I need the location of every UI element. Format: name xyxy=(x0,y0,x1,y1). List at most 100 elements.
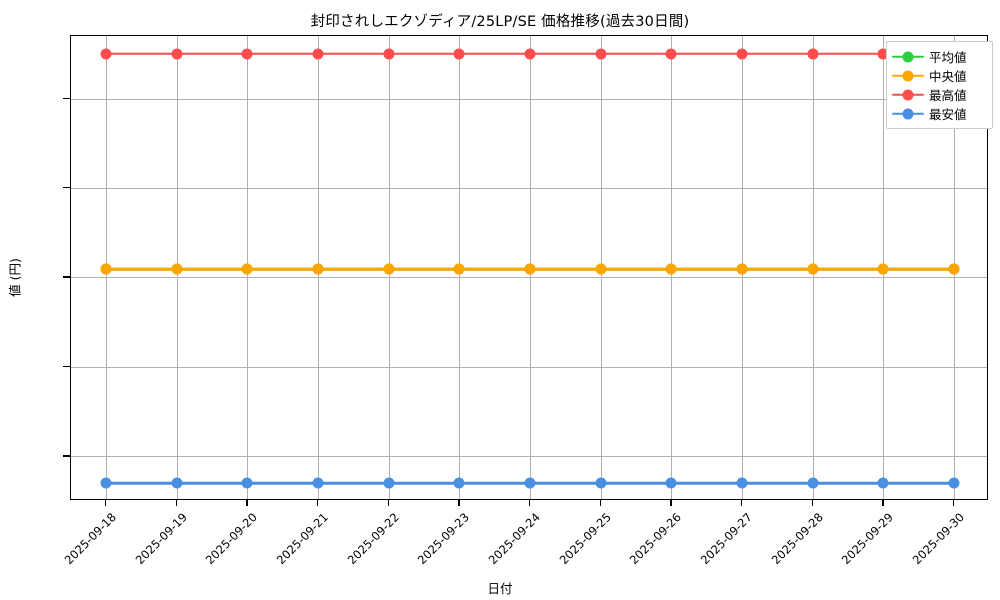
data-point-marker xyxy=(595,477,607,489)
series-segment xyxy=(247,52,318,56)
series-segment xyxy=(176,481,248,485)
y-tick-mark xyxy=(63,276,70,278)
x-tick-mark xyxy=(387,500,389,506)
x-tick-label: 2025-09-20 xyxy=(203,510,261,568)
x-tick-mark xyxy=(953,500,955,506)
data-point-marker xyxy=(524,263,536,275)
series-segment xyxy=(812,267,884,271)
x-tick-label: 2025-09-19 xyxy=(132,510,190,568)
series-segment xyxy=(600,267,672,271)
x-tick-mark xyxy=(811,500,813,506)
legend-swatch-icon xyxy=(892,51,924,62)
data-point-marker xyxy=(383,477,395,489)
data-point-marker xyxy=(807,263,819,275)
x-tick-mark xyxy=(529,500,531,506)
data-point-marker xyxy=(524,477,536,489)
y-tick-mark xyxy=(63,365,70,368)
y-tick-mark xyxy=(63,187,70,189)
series-segment xyxy=(247,267,318,271)
x-tick-mark xyxy=(317,500,319,506)
series-segment xyxy=(530,52,601,56)
series-segment xyxy=(600,481,672,485)
x-tick-label: 2025-09-29 xyxy=(839,510,897,568)
series-segment xyxy=(459,267,530,271)
y-axis-label: 値 (円) xyxy=(7,258,23,297)
data-point-marker xyxy=(241,477,253,489)
series-segment xyxy=(318,481,389,485)
data-point-marker xyxy=(100,477,112,489)
series-segment xyxy=(176,52,248,56)
x-tick-mark xyxy=(175,500,177,506)
x-tick-mark xyxy=(882,500,884,506)
x-tick-mark xyxy=(105,500,107,506)
series-segment xyxy=(388,52,460,56)
x-tick-label: 2025-09-23 xyxy=(415,510,473,568)
x-tick-label: 2025-09-18 xyxy=(61,510,119,568)
chart-title: 封印されしエクゾディア/25LP/SE 価格推移(過去30日間) xyxy=(310,14,690,30)
x-tick-label: 2025-09-22 xyxy=(344,510,402,568)
y-tick-mark xyxy=(63,97,70,99)
x-tick-label: 2025-09-21 xyxy=(273,510,331,568)
series-segment xyxy=(742,481,813,485)
gridline-horizontal xyxy=(71,188,987,190)
legend-item-最安値[interactable]: 最安値 xyxy=(892,104,986,123)
data-point-marker xyxy=(453,48,465,60)
data-point-marker xyxy=(877,477,889,489)
data-point-marker xyxy=(595,48,607,60)
data-point-marker xyxy=(312,477,324,489)
series-segment xyxy=(388,481,460,485)
series-segment xyxy=(742,52,813,56)
series-segment xyxy=(812,481,884,485)
series-segment xyxy=(742,267,813,271)
data-point-marker xyxy=(877,48,889,60)
data-point-marker xyxy=(736,48,748,60)
series-segment xyxy=(600,52,672,56)
gridline-horizontal xyxy=(71,366,987,368)
gridline-horizontal xyxy=(71,98,987,100)
y-tick-mark xyxy=(63,455,70,457)
data-point-marker xyxy=(383,263,395,275)
plot-area xyxy=(70,35,988,500)
x-tick-label: 2025-09-30 xyxy=(909,510,967,568)
series-segment xyxy=(318,267,389,271)
data-point-marker xyxy=(807,48,819,60)
data-point-marker xyxy=(453,263,465,275)
series-segment xyxy=(530,267,601,271)
legend-item-平均値[interactable]: 平均値 xyxy=(892,47,986,66)
data-point-marker xyxy=(383,48,395,60)
x-tick-mark xyxy=(670,500,672,506)
data-point-marker xyxy=(736,263,748,275)
series-segment xyxy=(671,267,742,271)
data-point-marker xyxy=(665,477,677,489)
series-segment xyxy=(388,267,460,271)
series-segment xyxy=(106,481,177,485)
data-point-marker xyxy=(665,263,677,275)
legend-swatch-icon xyxy=(892,70,924,81)
x-tick-mark xyxy=(741,500,743,506)
data-point-marker xyxy=(948,477,960,489)
data-point-marker xyxy=(595,263,607,275)
x-tick-label: 2025-09-25 xyxy=(556,510,614,568)
series-segment xyxy=(106,267,177,271)
data-point-marker xyxy=(312,48,324,60)
data-point-marker xyxy=(171,263,183,275)
series-segment xyxy=(459,481,530,485)
x-tick-label: 2025-09-27 xyxy=(697,510,755,568)
legend-label: 最高値 xyxy=(929,88,967,103)
legend-label: 中央値 xyxy=(929,69,967,84)
data-point-marker xyxy=(524,48,536,60)
legend-item-中央値[interactable]: 中央値 xyxy=(892,66,986,85)
gridline-horizontal xyxy=(71,277,987,279)
data-point-marker xyxy=(948,263,960,275)
data-point-marker xyxy=(453,477,465,489)
legend-swatch-icon xyxy=(892,89,924,100)
data-point-marker xyxy=(877,263,889,275)
legend-item-最高値[interactable]: 最高値 xyxy=(892,85,986,104)
x-axis-label: 日付 xyxy=(487,581,513,596)
data-point-marker xyxy=(100,263,112,275)
series-segment xyxy=(176,267,248,271)
data-point-marker xyxy=(241,48,253,60)
data-point-marker xyxy=(241,263,253,275)
x-tick-mark xyxy=(246,500,248,506)
